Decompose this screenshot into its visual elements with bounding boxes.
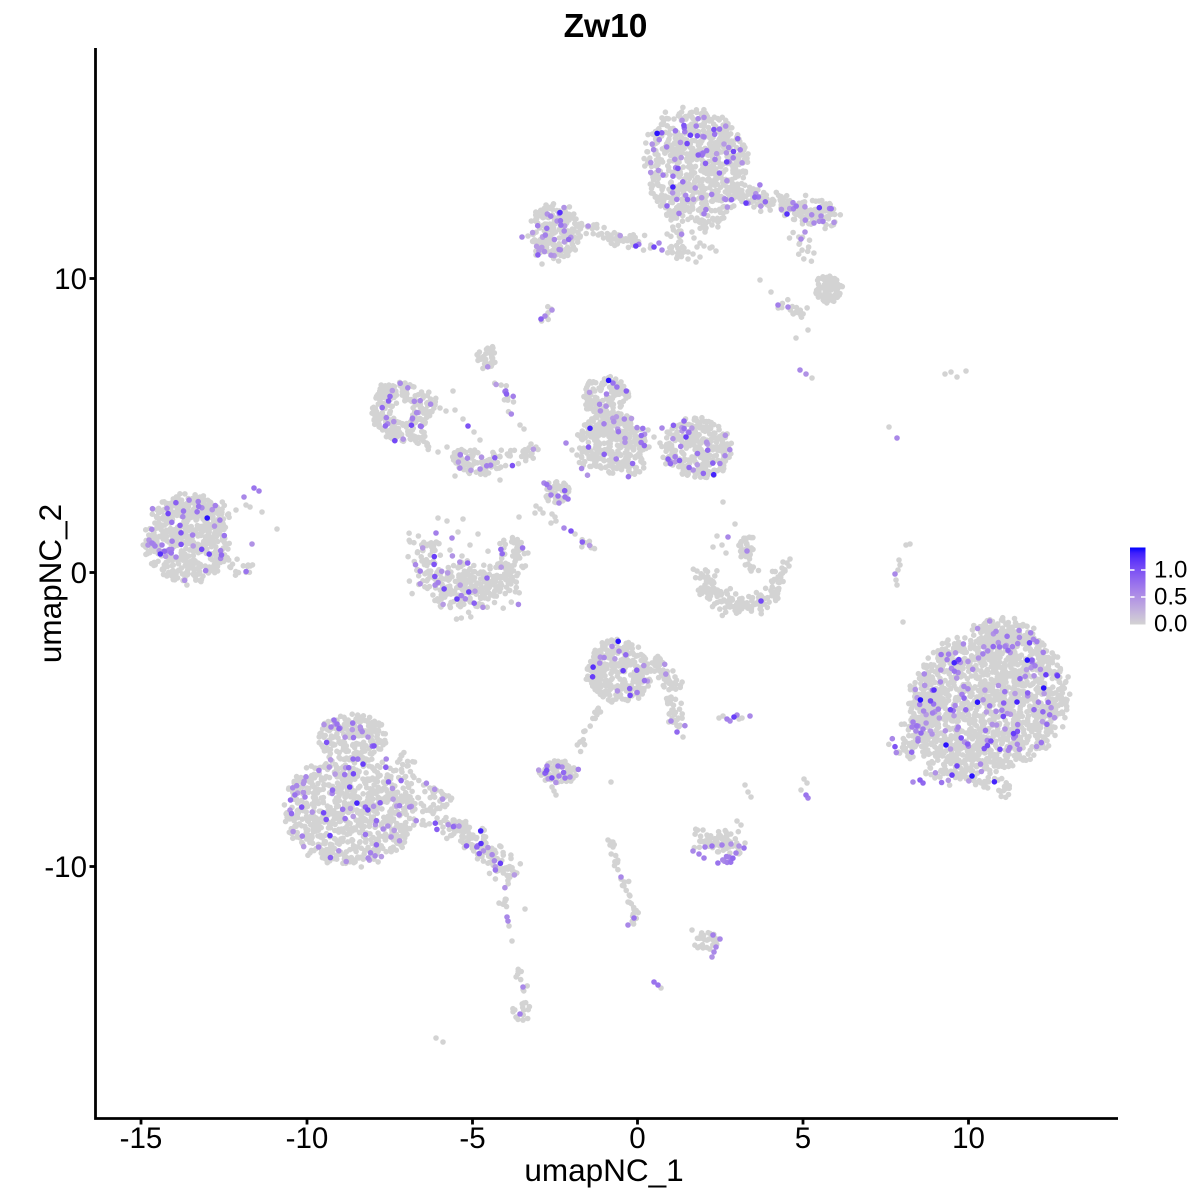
svg-text:-10: -10 [44, 851, 87, 884]
svg-text:-10: -10 [286, 1122, 329, 1155]
svg-text:10: 10 [54, 263, 87, 296]
svg-text:0: 0 [71, 557, 87, 590]
svg-text:1.0: 1.0 [1154, 557, 1187, 584]
svg-text:Zw10: Zw10 [564, 8, 648, 45]
svg-text:0: 0 [629, 1122, 645, 1155]
svg-text:5: 5 [795, 1122, 811, 1155]
svg-text:-15: -15 [120, 1122, 163, 1155]
svg-text:umapNC_1: umapNC_1 [524, 1152, 683, 1188]
svg-text:10: 10 [952, 1122, 985, 1155]
svg-text:-5: -5 [459, 1122, 485, 1155]
svg-text:0.0: 0.0 [1154, 611, 1187, 638]
svg-text:0.5: 0.5 [1154, 584, 1187, 611]
svg-text:umapNC_2: umapNC_2 [32, 504, 68, 663]
